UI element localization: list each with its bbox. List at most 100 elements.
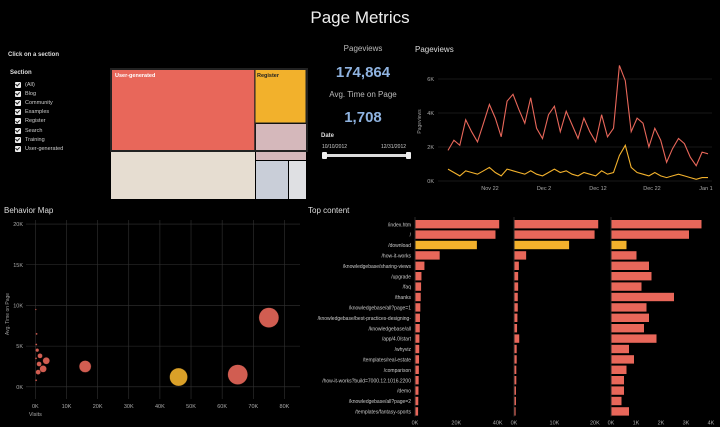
pageviews-series-line[interactable]: [447, 65, 709, 167]
content-bar[interactable]: [415, 240, 477, 250]
content-bar[interactable]: [514, 313, 518, 322]
content-bar[interactable]: [514, 376, 517, 385]
content-bar[interactable]: [611, 344, 630, 354]
date-slider-start-handle[interactable]: [322, 152, 327, 159]
content-bar[interactable]: [514, 251, 527, 260]
content-bar[interactable]: [514, 220, 599, 229]
treemap-user-generated[interactable]: [110, 68, 256, 152]
content-bar[interactable]: [611, 313, 650, 322]
content-bar[interactable]: [611, 261, 650, 270]
section-checkbox[interactable]: [15, 81, 21, 88]
scatter-point[interactable]: [42, 357, 50, 365]
section-treemap[interactable]: User-generated Register: [110, 68, 308, 200]
pageviews-series-line[interactable]: [447, 143, 708, 180]
content-bar[interactable]: [415, 334, 420, 343]
content-bar[interactable]: [514, 365, 517, 374]
content-bar[interactable]: [611, 272, 652, 281]
content-bar[interactable]: [611, 355, 635, 364]
content-bar[interactable]: [611, 376, 625, 385]
section-checkbox[interactable]: [15, 90, 21, 97]
section-checkbox[interactable]: [15, 145, 21, 152]
content-bar[interactable]: [514, 240, 570, 250]
content-bar[interactable]: [415, 407, 419, 416]
section-checkbox[interactable]: [15, 127, 21, 134]
content-bar[interactable]: [514, 407, 516, 416]
content-bar[interactable]: [415, 261, 425, 270]
scatter-point[interactable]: [34, 379, 38, 382]
content-bar[interactable]: [514, 230, 595, 239]
section-filter-item[interactable]: Register: [15, 117, 63, 126]
content-bar[interactable]: [415, 303, 421, 312]
scatter-point[interactable]: [169, 367, 188, 387]
content-bar[interactable]: [611, 386, 625, 395]
content-bar[interactable]: [611, 396, 622, 406]
section-filter-item[interactable]: (All): [15, 80, 63, 89]
content-bar[interactable]: [611, 220, 702, 229]
scatter-point[interactable]: [79, 360, 92, 373]
content-bar[interactable]: [611, 282, 642, 291]
scatter-point[interactable]: [34, 357, 38, 360]
content-bar[interactable]: [611, 407, 630, 416]
scatter-point[interactable]: [37, 353, 43, 359]
content-bar[interactable]: [514, 292, 518, 302]
content-bar[interactable]: [415, 282, 422, 291]
content-bar[interactable]: [514, 396, 516, 406]
content-bar[interactable]: [415, 251, 440, 260]
scatter-point[interactable]: [39, 365, 47, 373]
treemap-section-3[interactable]: [111, 151, 255, 199]
content-bar[interactable]: [514, 324, 518, 333]
content-bar[interactable]: [514, 272, 519, 281]
scatter-point[interactable]: [35, 332, 38, 336]
treemap-section-6[interactable]: [289, 161, 306, 199]
scatter-point[interactable]: [258, 307, 280, 328]
section-checkbox[interactable]: [15, 109, 21, 116]
content-bar[interactable]: [415, 324, 420, 333]
date-slider-end-handle[interactable]: [406, 152, 411, 159]
content-bar[interactable]: [514, 303, 518, 312]
content-bar[interactable]: [415, 292, 421, 302]
section-filter-item[interactable]: User-generated: [15, 144, 63, 153]
scatter-point[interactable]: [34, 308, 37, 311]
scatter-point[interactable]: [35, 348, 40, 353]
content-bar[interactable]: [611, 230, 690, 239]
content-bar[interactable]: [415, 376, 419, 385]
content-bar[interactable]: [415, 313, 420, 322]
section-checkbox[interactable]: [15, 99, 21, 106]
scatter-point[interactable]: [35, 369, 41, 375]
content-bar[interactable]: [514, 334, 520, 343]
scatter-point[interactable]: [227, 364, 248, 385]
section-filter-item[interactable]: Examples: [15, 108, 63, 117]
content-bar[interactable]: [514, 386, 516, 395]
treemap-section-5[interactable]: [256, 161, 288, 199]
date-range-slider[interactable]: [325, 154, 408, 157]
content-bar[interactable]: [415, 386, 419, 395]
section-filter-item[interactable]: Community: [15, 98, 63, 107]
content-bar[interactable]: [611, 303, 647, 312]
content-bar[interactable]: [611, 240, 627, 250]
treemap-section-4[interactable]: [256, 124, 306, 160]
scatter-point[interactable]: [36, 361, 42, 367]
treemap-register[interactable]: [254, 68, 307, 124]
content-bar[interactable]: [415, 230, 496, 239]
content-bar[interactable]: [611, 251, 637, 260]
content-bar[interactable]: [415, 344, 420, 354]
content-bar[interactable]: [415, 220, 500, 229]
content-bar[interactable]: [415, 365, 419, 374]
content-bar[interactable]: [415, 272, 422, 281]
content-bar[interactable]: [514, 344, 517, 354]
section-filter-item[interactable]: Blog: [15, 89, 63, 98]
content-bar[interactable]: [415, 355, 420, 364]
content-bar[interactable]: [611, 365, 627, 374]
content-bar[interactable]: [611, 334, 657, 343]
section-checkbox[interactable]: [15, 136, 21, 143]
content-bar[interactable]: [514, 355, 517, 364]
section-filter-item[interactable]: Training: [15, 135, 63, 144]
content-bar[interactable]: [415, 396, 419, 406]
content-bar[interactable]: [514, 261, 519, 270]
content-bar[interactable]: [611, 324, 645, 333]
content-bar[interactable]: [514, 282, 519, 291]
section-checkbox[interactable]: [15, 118, 21, 125]
section-filter-item[interactable]: Search: [15, 126, 63, 135]
scatter-point[interactable]: [35, 343, 38, 346]
content-bar[interactable]: [611, 292, 675, 302]
